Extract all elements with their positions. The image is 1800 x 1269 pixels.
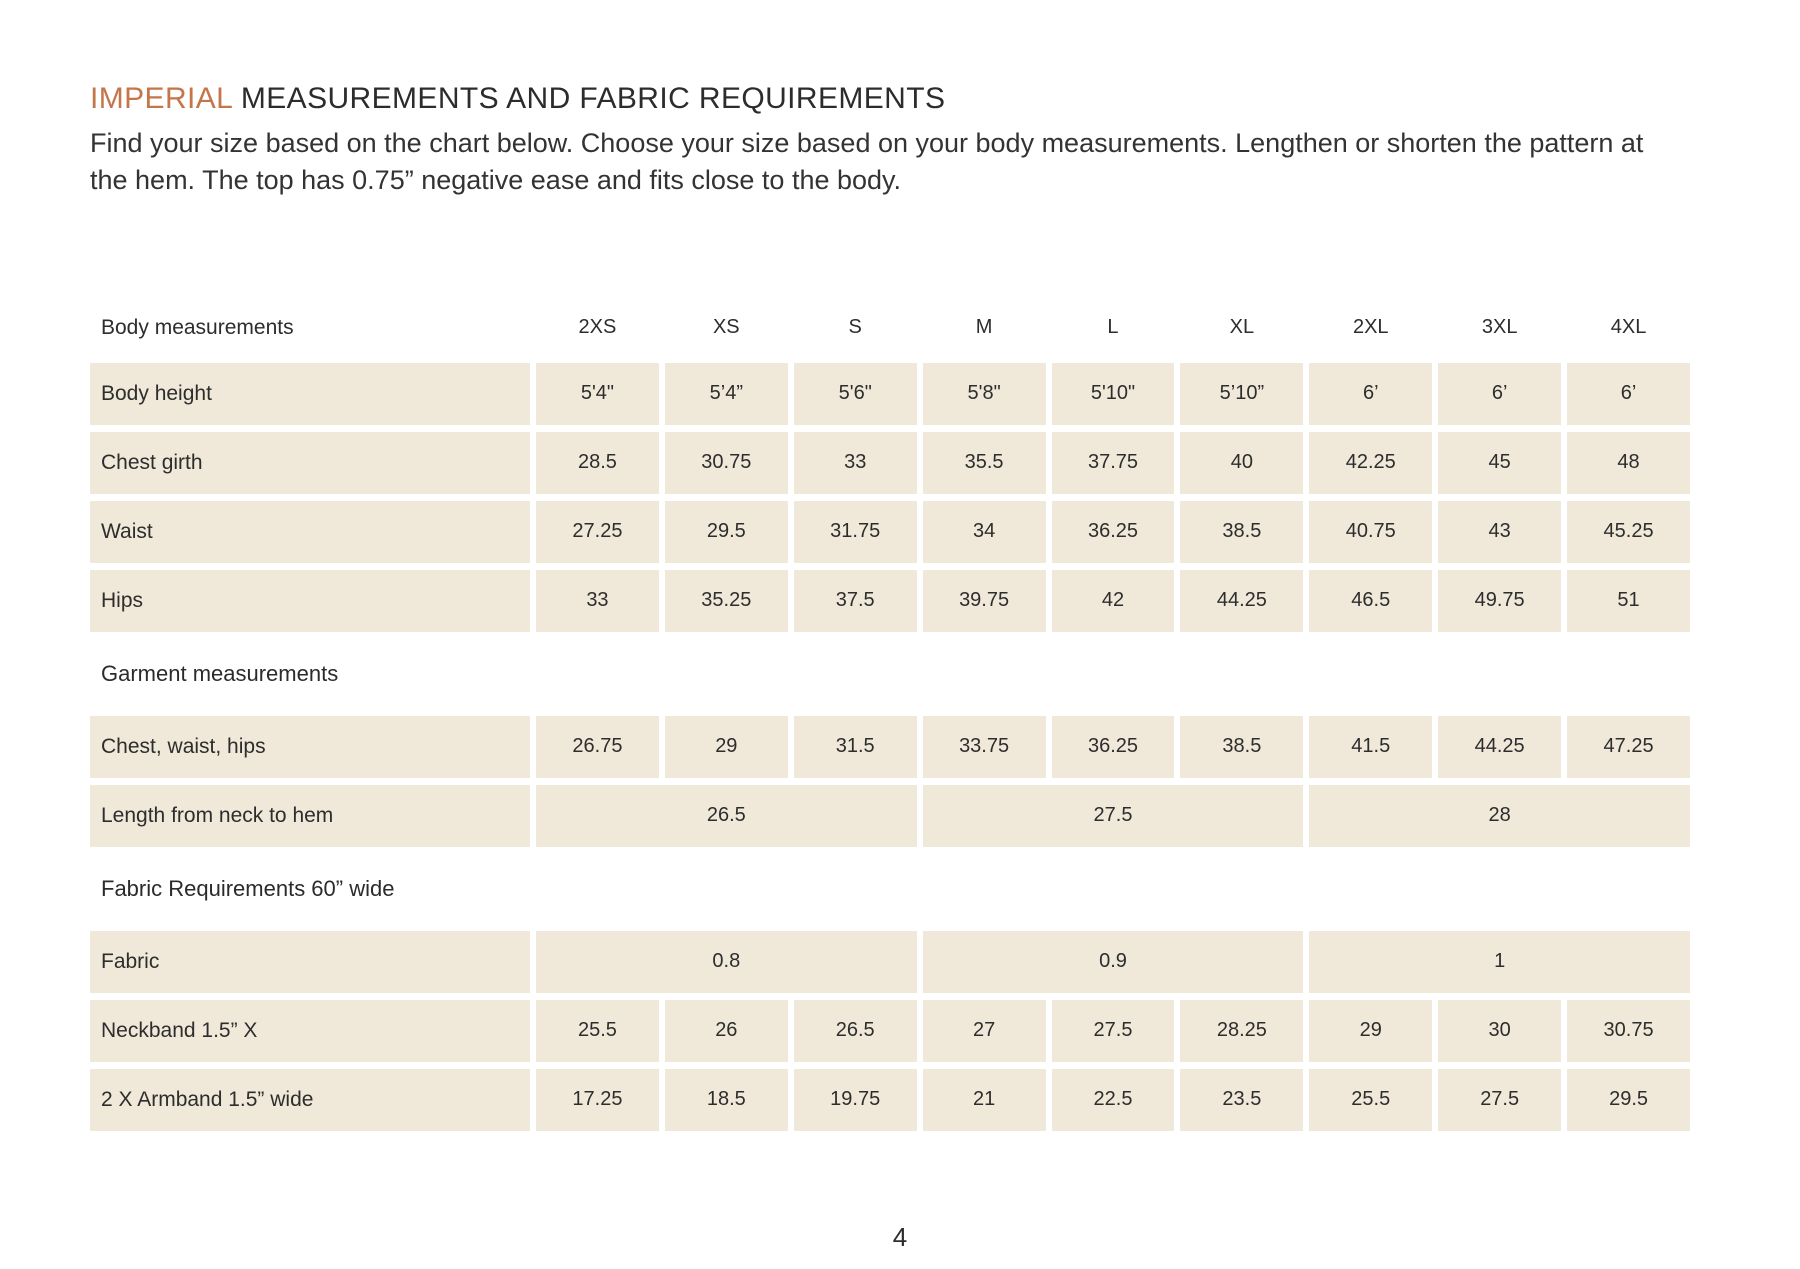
size-header: 4XL (1610, 316, 1647, 338)
value-cell: 45.25 (1567, 500, 1690, 563)
value-cell: 33.75 (922, 715, 1046, 778)
page-title-accent: IMPERIAL (90, 82, 233, 115)
page-content: IMPERIAL MEASUREMENTS AND FABRIC REQUIRE… (90, 82, 1710, 1131)
value-cell: 5’4” (664, 362, 788, 425)
size-header: S (848, 316, 862, 338)
value-cell: 22.5 (1051, 1068, 1175, 1131)
row-label: Waist (90, 500, 530, 563)
value-cell: 28.25 (1180, 999, 1304, 1062)
intro-text: Find your size based on the chart below.… (90, 128, 1644, 196)
value-cell: 35.5 (922, 431, 1046, 494)
value-cell: 31.5 (793, 715, 917, 778)
page-number: 4 (892, 1222, 908, 1252)
value-cell: 26.75 (536, 715, 659, 778)
value-cell: 6’ (1567, 362, 1690, 425)
value-cell: 29.5 (1567, 1068, 1690, 1131)
value-cell: 48 (1567, 431, 1690, 494)
value-cell: 39.75 (922, 569, 1046, 632)
value-cell: 37.75 (1051, 431, 1175, 494)
row-label: Body height (90, 362, 530, 425)
value-cell: 34 (922, 500, 1046, 563)
value-cell: 30.75 (664, 431, 788, 494)
merged-value-cell: 0.9 (922, 930, 1304, 993)
value-cell: 47.25 (1567, 715, 1690, 778)
value-cell: 42.25 (1309, 431, 1433, 494)
value-cell: 18.5 (664, 1068, 788, 1131)
value-cell: 27.5 (1438, 1068, 1562, 1131)
value-cell: 5'4" (536, 362, 659, 425)
value-cell: 26.5 (793, 999, 917, 1062)
size-header: XS (712, 316, 740, 338)
value-cell: 5'8" (922, 362, 1046, 425)
value-cell: 27.5 (1051, 999, 1175, 1062)
value-cell: 33 (536, 569, 659, 632)
row-label: Neckband 1.5” X (90, 999, 530, 1062)
value-cell: 40.75 (1309, 500, 1433, 563)
value-cell: 31.75 (793, 500, 917, 563)
section-title: Fabric Requirements 60” wide (101, 875, 395, 901)
row-label: 2 X Armband 1.5” wide (90, 1068, 530, 1131)
size-header: 2XL (1352, 316, 1389, 338)
value-cell: 6’ (1438, 362, 1562, 425)
value-cell: 27.25 (536, 500, 659, 563)
value-cell: 5'6" (793, 362, 917, 425)
value-cell: 46.5 (1309, 569, 1433, 632)
row-label: Chest girth (90, 431, 530, 494)
value-cell: 26 (664, 999, 788, 1062)
size-header: 2XS (578, 316, 617, 338)
size-header: 3XL (1481, 316, 1518, 338)
value-cell: 40 (1180, 431, 1304, 494)
value-cell: 33 (793, 431, 917, 494)
value-cell: 51 (1567, 569, 1690, 632)
merged-value-cell: 1 (1309, 930, 1690, 993)
value-cell: 38.5 (1180, 500, 1304, 563)
row-label: Length from neck to hem (90, 784, 530, 847)
value-cell: 17.25 (536, 1068, 659, 1131)
value-cell: 36.25 (1051, 715, 1175, 778)
row-label: Hips (90, 569, 530, 632)
row-label: Fabric (90, 930, 530, 993)
value-cell: 30 (1438, 999, 1562, 1062)
value-cell: 43 (1438, 500, 1562, 563)
value-cell: 5'10" (1051, 362, 1175, 425)
corner-label: Body measurements (101, 315, 294, 339)
value-cell: 28.5 (536, 431, 659, 494)
section-title: Garment measurements (101, 660, 339, 686)
value-cell: 37.5 (793, 569, 917, 632)
value-cell: 41.5 (1309, 715, 1433, 778)
size-header: L (1107, 316, 1119, 338)
value-cell: 29.5 (664, 500, 788, 563)
merged-value-cell: 27.5 (922, 784, 1304, 847)
value-cell: 45 (1438, 431, 1562, 494)
value-cell: 25.5 (536, 999, 659, 1062)
value-cell: 42 (1051, 569, 1175, 632)
value-cell: 27 (922, 999, 1046, 1062)
value-cell: 29 (1309, 999, 1433, 1062)
page-title: IMPERIAL MEASUREMENTS AND FABRIC REQUIRE… (90, 82, 1710, 116)
value-cell: 36.25 (1051, 500, 1175, 563)
merged-value-cell: 28 (1309, 784, 1690, 847)
value-cell: 44.25 (1438, 715, 1562, 778)
value-cell: 49.75 (1438, 569, 1562, 632)
value-cell: 23.5 (1180, 1068, 1304, 1131)
size-header: XL (1229, 316, 1255, 338)
size-chart-table: Body measurements 2XS XS S M L XL 2XL 3XL 4XL Body… (90, 300, 1690, 1131)
merged-value-cell: 0.8 (536, 930, 917, 993)
value-cell: 44.25 (1180, 569, 1304, 632)
page-title-text: MEASUREMENTS AND FABRIC REQUIREMENTS (232, 82, 946, 115)
value-cell: 19.75 (793, 1068, 917, 1131)
value-cell: 6’ (1309, 362, 1433, 425)
merged-value-cell: 26.5 (536, 784, 917, 847)
value-cell: 35.25 (664, 569, 788, 632)
value-cell: 30.75 (1567, 999, 1690, 1062)
value-cell: 21 (922, 1068, 1046, 1131)
value-cell: 25.5 (1309, 1068, 1433, 1131)
row-label: Chest, waist, hips (90, 715, 530, 778)
value-cell: 29 (664, 715, 788, 778)
value-cell: 5’10” (1180, 362, 1304, 425)
size-header: M (975, 316, 993, 338)
value-cell: 38.5 (1180, 715, 1304, 778)
